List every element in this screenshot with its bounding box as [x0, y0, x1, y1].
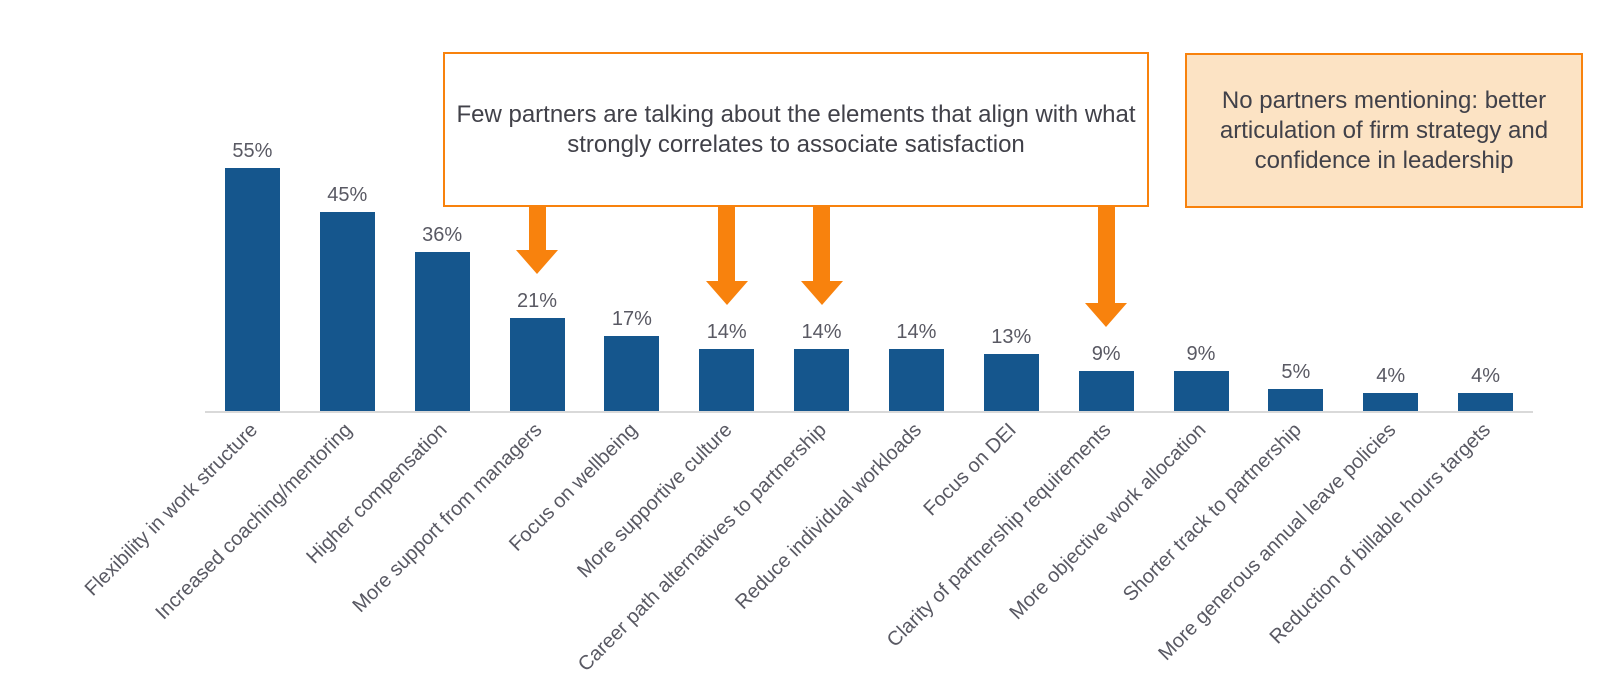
bar-value-label: 45%	[327, 184, 368, 207]
bar	[888, 349, 944, 411]
arrow-head	[1085, 303, 1128, 328]
bar	[604, 335, 660, 411]
bar	[509, 318, 565, 411]
category-label: Shorter track to partnership	[1118, 419, 1306, 606]
bar	[414, 251, 470, 411]
bar-value-label: 17%	[611, 307, 652, 330]
bar	[1173, 371, 1229, 411]
bar	[1458, 393, 1514, 411]
arrow-shaft	[718, 206, 736, 282]
arrow-shaft	[813, 206, 831, 282]
x-axis-line	[205, 411, 1533, 413]
down-arrow-icon	[800, 206, 843, 306]
bar	[794, 349, 850, 411]
down-arrow-icon	[516, 206, 558, 275]
callout-text: Few partners are talking about the eleme…	[456, 100, 1136, 158]
category-label: More objective work allocation	[1005, 419, 1211, 624]
bar-value-label: 4%	[1376, 365, 1406, 388]
side-note-box: No partners mentioning: better articulat…	[1185, 53, 1583, 208]
bar	[1268, 388, 1324, 411]
category-label: More support from managers	[348, 419, 547, 617]
down-arrow-icon	[1085, 206, 1128, 328]
bar-value-label: 55%	[232, 139, 273, 162]
category-label: Reduce individual workloads	[731, 419, 926, 614]
arrow-head	[516, 250, 558, 275]
bar	[224, 167, 280, 411]
category-label: Focus on DEI	[919, 419, 1021, 521]
bar-value-label: 36%	[422, 223, 463, 246]
arrow-shaft	[1097, 206, 1115, 304]
category-label: More supportive culture	[572, 419, 737, 583]
category-label: Flexibility in work structure	[80, 419, 262, 601]
bar-value-label: 14%	[896, 321, 937, 344]
bar-value-label: 13%	[991, 325, 1032, 348]
bar-value-label: 5%	[1281, 360, 1311, 383]
bar-value-label: 14%	[801, 321, 842, 344]
bar-value-label: 9%	[1186, 343, 1216, 366]
down-arrow-icon	[705, 206, 748, 306]
bar	[319, 212, 375, 411]
category-label: Increased coaching/mentoring	[151, 419, 357, 625]
bar	[1078, 371, 1134, 411]
arrow-head	[800, 281, 843, 306]
bar-value-label: 4%	[1471, 365, 1501, 388]
bar-value-label: 21%	[516, 290, 558, 313]
arrow-head	[705, 281, 748, 306]
bar	[983, 353, 1039, 411]
side-note-text: No partners mentioning: better articulat…	[1219, 86, 1549, 174]
bar-value-label: 14%	[706, 321, 747, 344]
callout-box: Few partners are talking about the eleme…	[443, 52, 1149, 207]
bar-value-label: 9%	[1091, 343, 1121, 366]
bar	[1363, 393, 1419, 411]
arrow-shaft	[528, 206, 546, 251]
bar	[699, 349, 755, 411]
